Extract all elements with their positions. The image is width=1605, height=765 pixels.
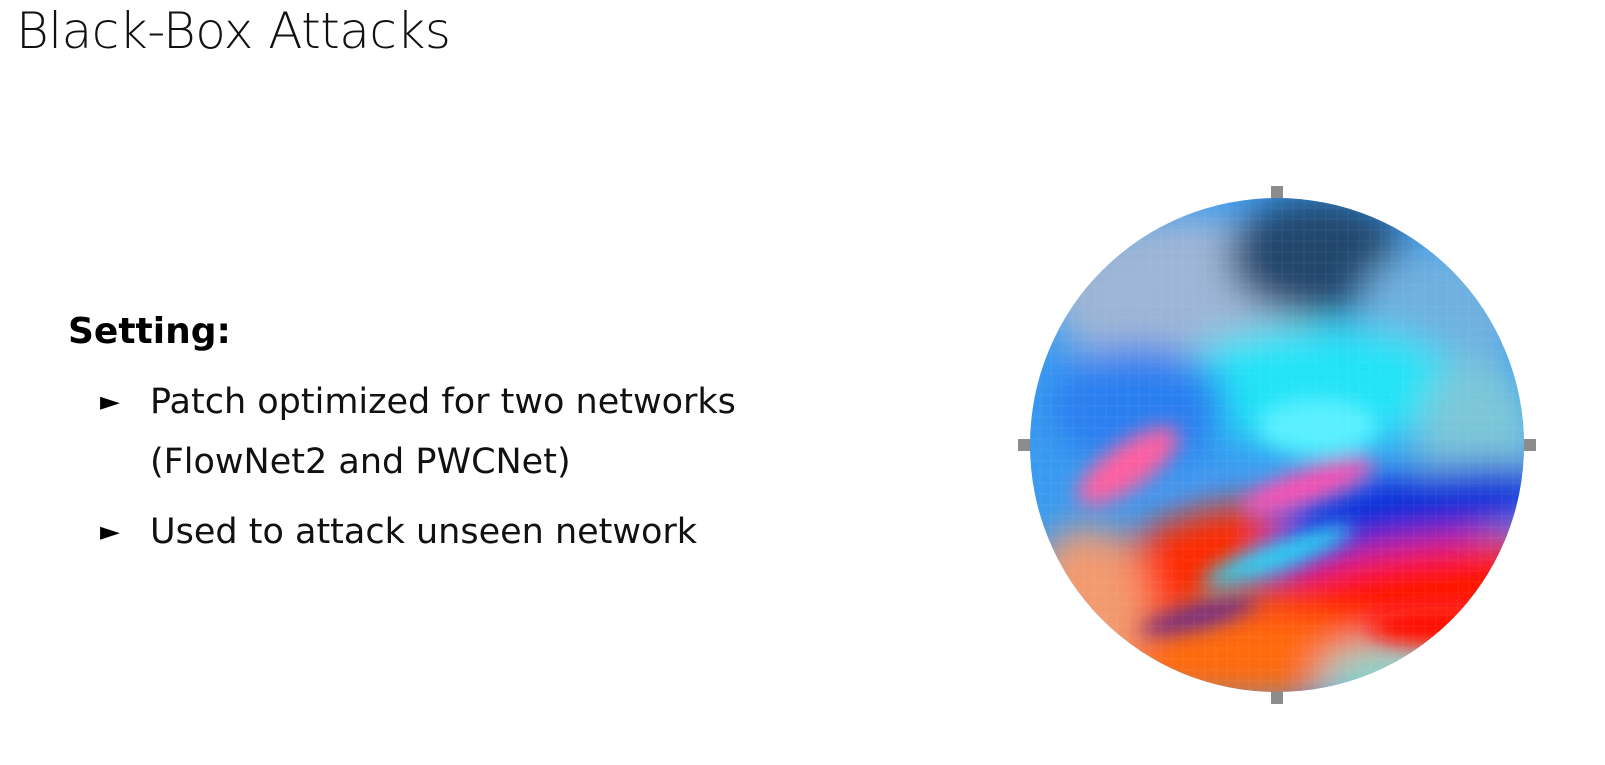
bullet-line: Used to attack unseen network [150, 512, 698, 552]
bullet-line: (FlowNet2 and PWCNet) [150, 442, 571, 482]
triangle-bullet-icon: ► [100, 517, 120, 547]
bullet-item: ► Patch optimized for two networks (Flow… [68, 372, 888, 492]
slide-content: Setting: ► Patch optimized for two netwo… [68, 308, 888, 572]
bullet-list: ► Patch optimized for two networks (Flow… [68, 372, 888, 562]
adversarial-patch-image [1018, 186, 1536, 704]
bullet-item: ► Used to attack unseen network [68, 502, 888, 562]
setting-heading: Setting: [68, 311, 231, 352]
bullet-line: Patch optimized for two networks [150, 382, 736, 422]
triangle-bullet-icon: ► [100, 387, 120, 417]
slide-title: Black-Box Attacks [16, 2, 451, 60]
